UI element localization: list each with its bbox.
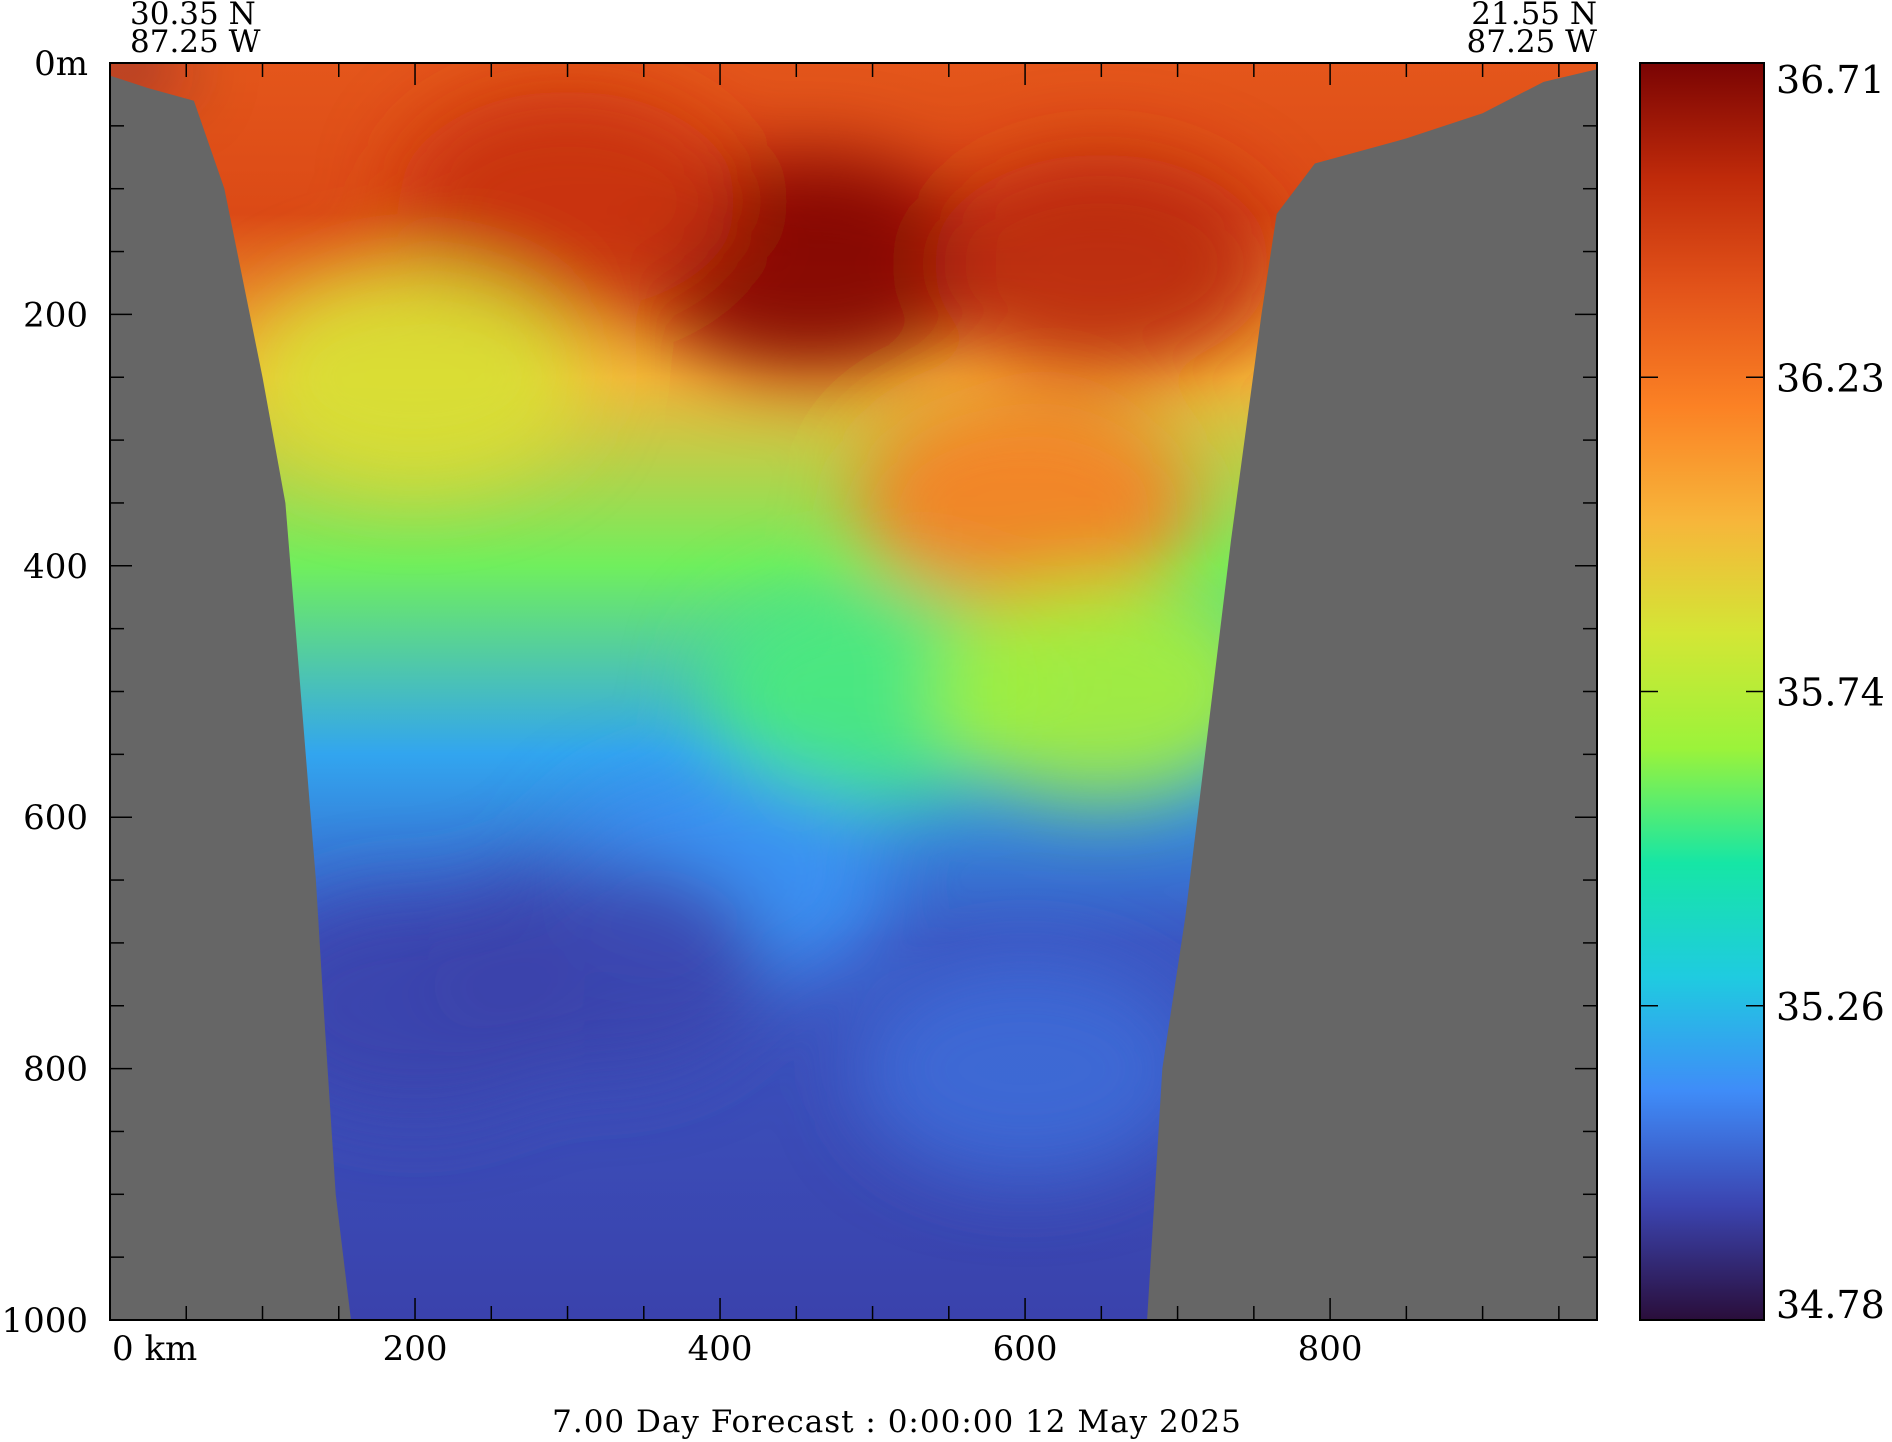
y-tick-label: 600 xyxy=(23,798,88,838)
x-tick-label: 0 km xyxy=(112,1329,197,1369)
salinity-sample xyxy=(397,91,738,312)
y-tick-label: 200 xyxy=(23,295,88,335)
forecast-caption: 7.00 Day Forecast : 0:00:00 12 May 2025 xyxy=(552,1404,1242,1440)
start-lon-label: 87.25 W xyxy=(130,24,261,60)
salinity-sample xyxy=(428,858,769,1079)
colorbar xyxy=(1639,62,1765,1321)
land-mask xyxy=(110,69,1597,1320)
colorbar-ticks: 34.78 35.26 35.74 36.23 36.71 xyxy=(1640,58,1885,1327)
colorbar-tick-label: 36.23 xyxy=(1776,356,1885,400)
salinity-field xyxy=(110,63,1272,1179)
end-lat-label: 21.55 N xyxy=(1471,0,1597,32)
colorbar-tick-label: 34.78 xyxy=(1776,1283,1885,1327)
salinity-sample xyxy=(110,63,186,81)
salinity-sample xyxy=(931,154,1272,375)
plot-area xyxy=(110,63,1597,1320)
colorbar-tick-label: 35.74 xyxy=(1776,671,1885,715)
salinity-sample xyxy=(855,958,1196,1179)
colorbar-tick-label: 35.26 xyxy=(1776,985,1885,1029)
start-lat-label: 30.35 N xyxy=(130,0,256,32)
colorbar-tick-label: 36.71 xyxy=(1776,58,1885,102)
x-tick-label: 800 xyxy=(1298,1329,1363,1369)
x-tick-label: 400 xyxy=(688,1329,753,1369)
salinity-sample xyxy=(855,392,1196,613)
end-lon-label: 87.25 W xyxy=(1467,24,1598,60)
salinity-sample xyxy=(931,581,1272,802)
x-tick-label: 200 xyxy=(383,1329,448,1369)
y-axis-ticks: 0m 200 400 600 800 1000 xyxy=(1,44,1597,1341)
x-tick-label: 600 xyxy=(993,1329,1058,1369)
y-tick-label: 1000 xyxy=(1,1301,88,1341)
y-tick-label: 400 xyxy=(23,547,88,587)
y-tick-label: 0m xyxy=(34,44,88,84)
x-axis-ticks: 0 km 200 400 600 800 xyxy=(112,63,1560,1369)
y-tick-label: 800 xyxy=(23,1050,88,1090)
salinity-sample xyxy=(245,267,586,488)
